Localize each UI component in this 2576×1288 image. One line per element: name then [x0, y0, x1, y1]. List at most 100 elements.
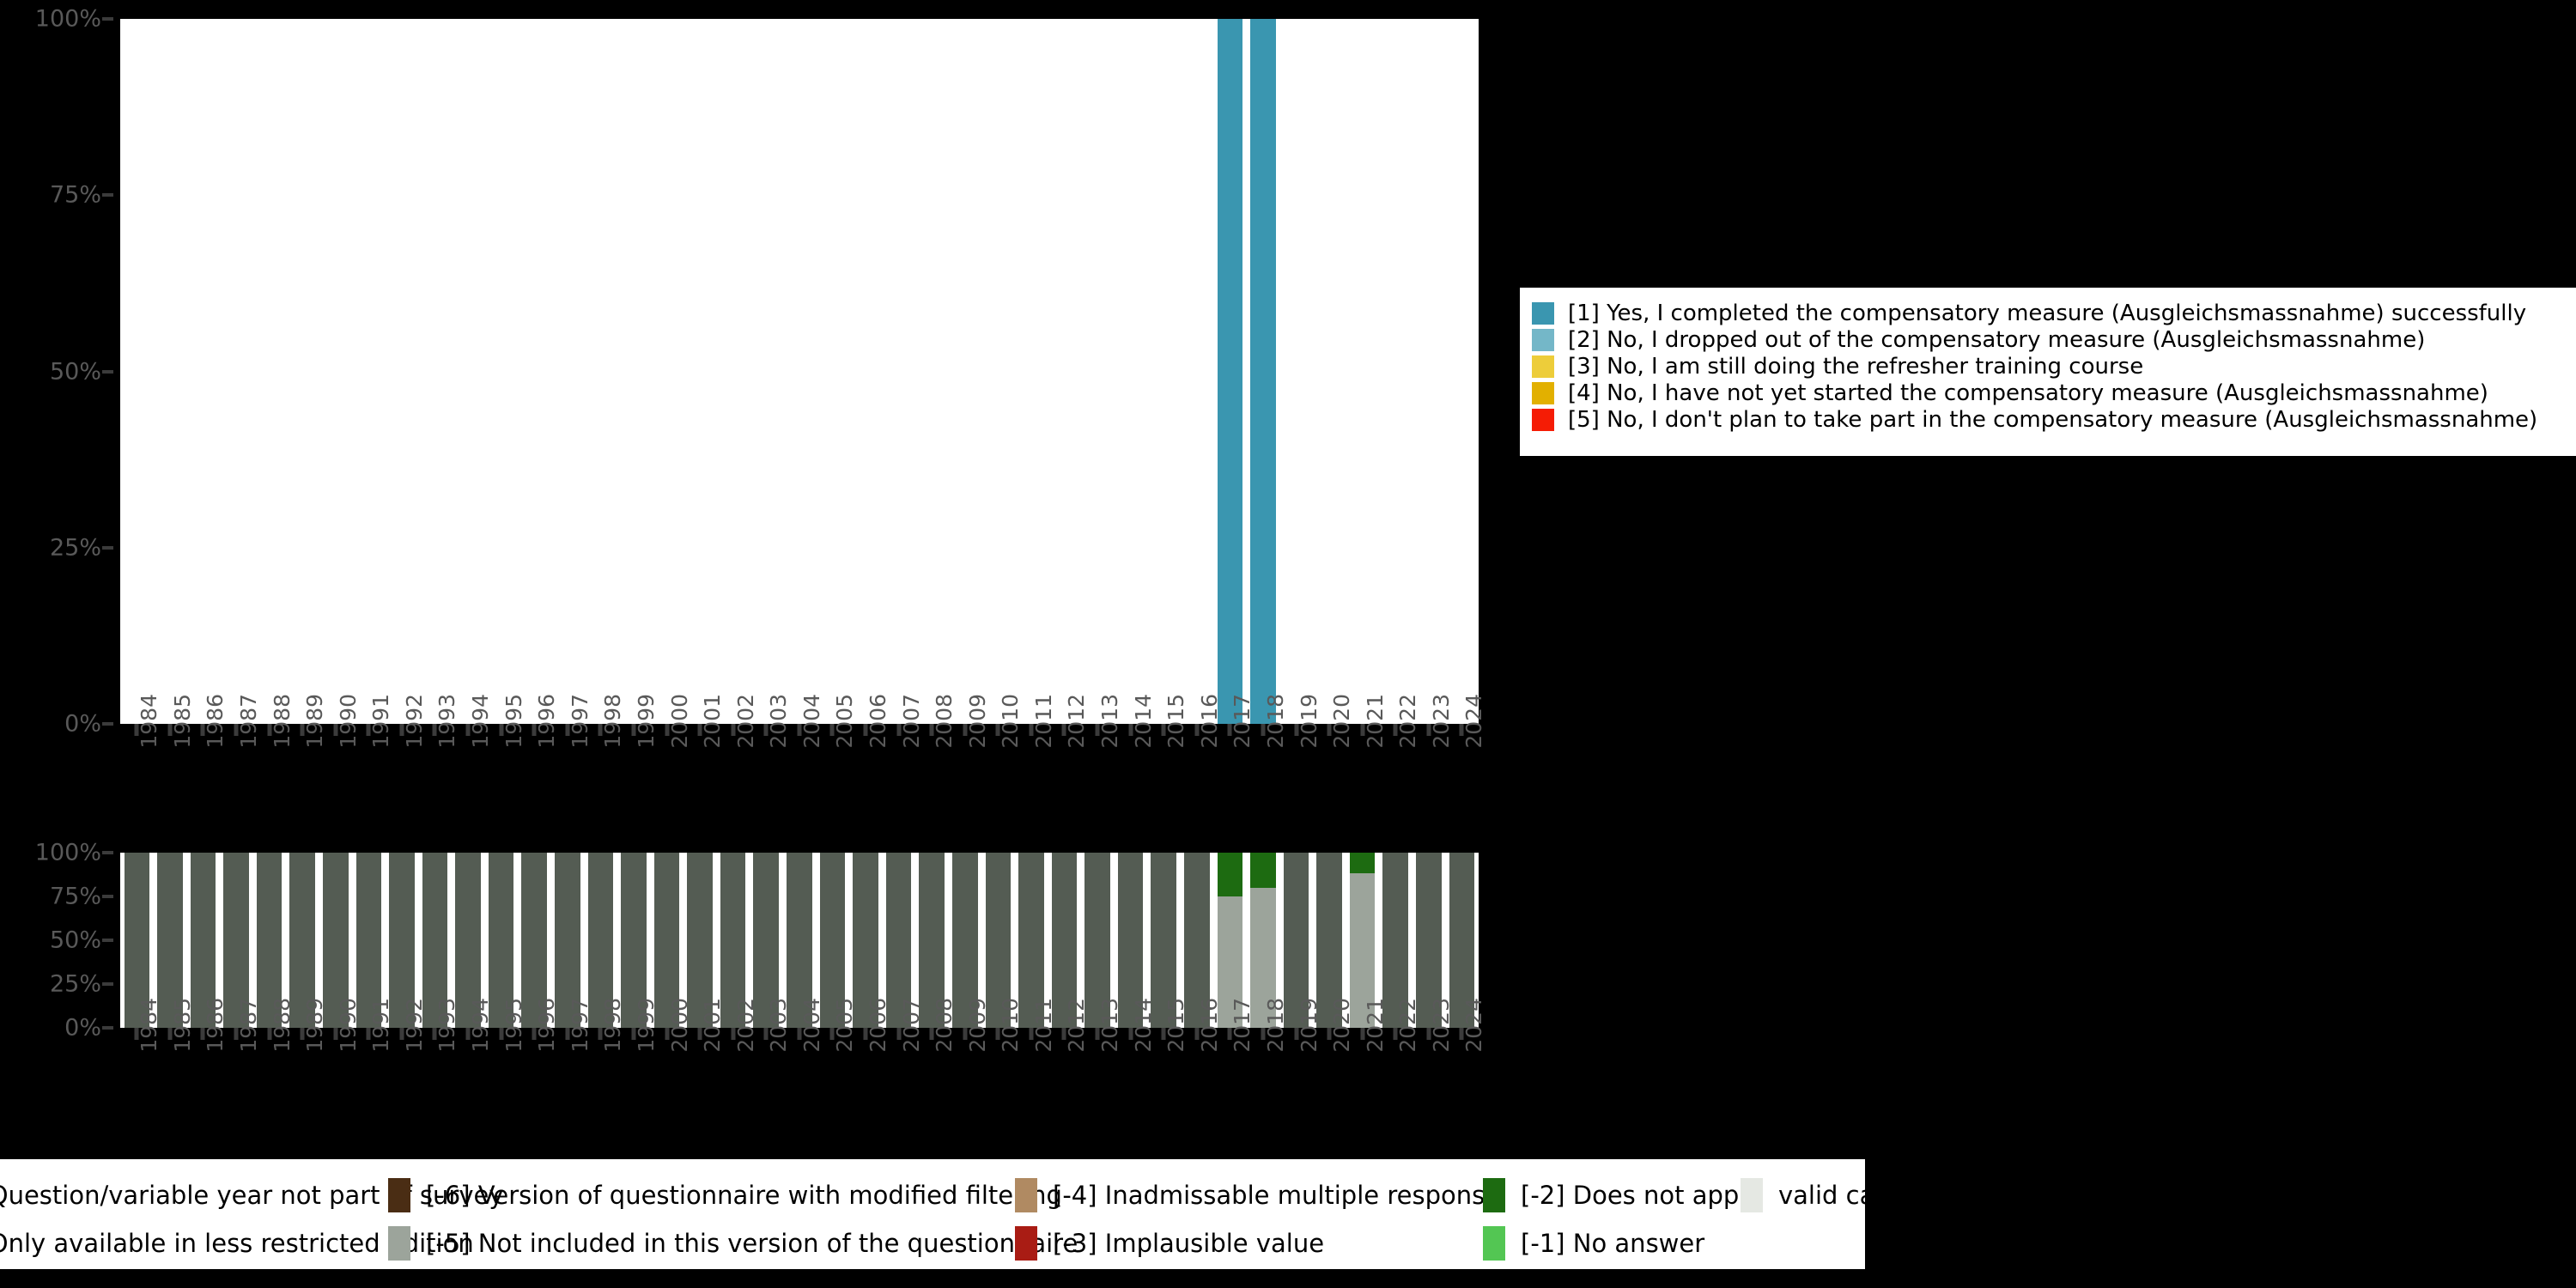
x-axis-tick: 2022 [1379, 694, 1420, 844]
y-axis-tick-mark [102, 17, 113, 21]
bar-stack [1416, 19, 1442, 724]
bar-stack [1151, 853, 1176, 1028]
y-axis-tick-mark [102, 851, 113, 854]
bar-stack [587, 853, 614, 1028]
bar-segment [1217, 853, 1243, 896]
x-axis-tick-mark [1128, 724, 1133, 736]
bar-segment [289, 853, 315, 1028]
bar-stack [952, 19, 978, 724]
legend-item: [1] Yes, I completed the compensatory me… [1532, 300, 2576, 326]
bar-stack [1217, 19, 1243, 724]
x-axis-tick-mark [167, 1028, 173, 1040]
bar-group [386, 853, 419, 1028]
x-axis-tick-mark [200, 1028, 205, 1040]
legend-item-label: [-3] Implausible value [1053, 1229, 1325, 1258]
bar-group [1048, 19, 1081, 724]
bar-group [252, 853, 286, 1028]
x-axis-tick-mark [995, 1028, 1000, 1040]
bar-stack [1151, 19, 1176, 724]
x-axis-tick: 2020 [1313, 694, 1354, 844]
x-axis-tick-mark [963, 1028, 968, 1040]
x-axis-tick: 1989 [286, 694, 327, 844]
bar-group [386, 19, 419, 724]
x-axis-tick: 1988 [252, 998, 295, 1148]
x-axis-tick: 2024 [1445, 998, 1486, 1148]
bar-stack [853, 19, 878, 724]
bar-stack [124, 853, 150, 1028]
bar-group [849, 853, 883, 1028]
distribution-chart: 100% 75% 50% 25% 0% 1984 1985 1986 1987 1988 1989… [0, 0, 1511, 841]
x-axis-tick-mark [829, 1028, 835, 1040]
x-axis-tick-mark [863, 724, 868, 736]
x-axis-tick: 1986 [186, 998, 228, 1148]
legend-swatch-icon [1532, 381, 1554, 404]
bar-group [1279, 853, 1313, 1028]
legend-item: [4] No, I have not yet started the compe… [1532, 380, 2576, 406]
bar-stack [1018, 853, 1044, 1028]
legend-swatch-icon [1532, 301, 1554, 325]
x-axis-tick-mark [300, 724, 305, 736]
bar-group [650, 853, 683, 1028]
bar-stack [1084, 19, 1110, 724]
bar-segment [1250, 19, 1276, 724]
legend-item-label: [-6] Version of questionnaire with modif… [426, 1181, 1062, 1210]
bar-group [252, 19, 286, 724]
legend-item-label: valid cases [1778, 1181, 1865, 1210]
x-axis-tick-mark [366, 724, 371, 736]
x-axis-tick: 1998 [584, 694, 625, 844]
bar-group [352, 19, 386, 724]
x-axis-tick: 1987 [220, 998, 261, 1148]
bar-group [1346, 19, 1379, 724]
bar-group [981, 853, 1015, 1028]
bar-stack [720, 19, 746, 724]
bar-segment [1151, 853, 1176, 1028]
bar-group [186, 19, 220, 724]
bar-segment [488, 853, 514, 1028]
legend-swatch-icon [1015, 1226, 1037, 1261]
legend-item-label: [1] Yes, I completed the compensatory me… [1568, 300, 2527, 326]
legend-item-label: [-2] Does not apply [1521, 1181, 1761, 1210]
bar-group [584, 853, 617, 1028]
bar-group [120, 853, 154, 1028]
legend-item-label: [2] No, I dropped out of the compensator… [1568, 326, 2426, 353]
bar-stack [555, 19, 580, 724]
legend-item-label: [3] No, I am still doing the refresher t… [1568, 353, 2144, 380]
x-axis-tick-mark [1227, 1028, 1232, 1040]
x-axis-tick-mark [565, 1028, 570, 1040]
x-axis-tick: 1984 [120, 998, 161, 1148]
y-axis-tick-mark [102, 722, 113, 726]
bar-segment [853, 853, 878, 1028]
top-chart-bars [120, 19, 1479, 724]
x-axis-tick: 2019 [1279, 694, 1321, 844]
bar-group [584, 19, 617, 724]
x-axis-tick-mark [731, 724, 736, 736]
x-axis-tick-mark [1294, 724, 1299, 736]
x-axis-tick-mark [1327, 724, 1332, 736]
bar-group [1114, 853, 1147, 1028]
missing-values-legend: [-8] Question/variable year not part of … [0, 1159, 1865, 1269]
x-axis-tick-mark [697, 1028, 702, 1040]
bar-group [915, 19, 949, 724]
bar-stack [787, 19, 812, 724]
bar-stack [1250, 19, 1276, 724]
y-axis-tick-mark [102, 193, 113, 197]
x-axis-tick: 1995 [484, 998, 526, 1148]
bar-group [716, 19, 750, 724]
bar-group [518, 853, 551, 1028]
x-axis-tick: 2001 [683, 694, 725, 844]
x-axis-tick: 2010 [981, 694, 1023, 844]
bar-group [1413, 19, 1446, 724]
x-axis-tick-mark [1161, 724, 1166, 736]
bar-segment [819, 853, 846, 1028]
y-axis-tick-mark [102, 982, 113, 986]
bar-stack [853, 853, 878, 1028]
bar-group [452, 853, 485, 1028]
x-axis-tick: 2016 [1181, 694, 1222, 844]
bar-stack [1283, 853, 1309, 1028]
bar-stack [157, 853, 183, 1028]
x-axis-tick: 2019 [1279, 998, 1321, 1148]
y-axis-tick-label: 100% [34, 839, 101, 866]
bar-segment [223, 853, 249, 1028]
bar-stack [986, 19, 1012, 724]
x-axis-tick-mark [465, 724, 471, 736]
